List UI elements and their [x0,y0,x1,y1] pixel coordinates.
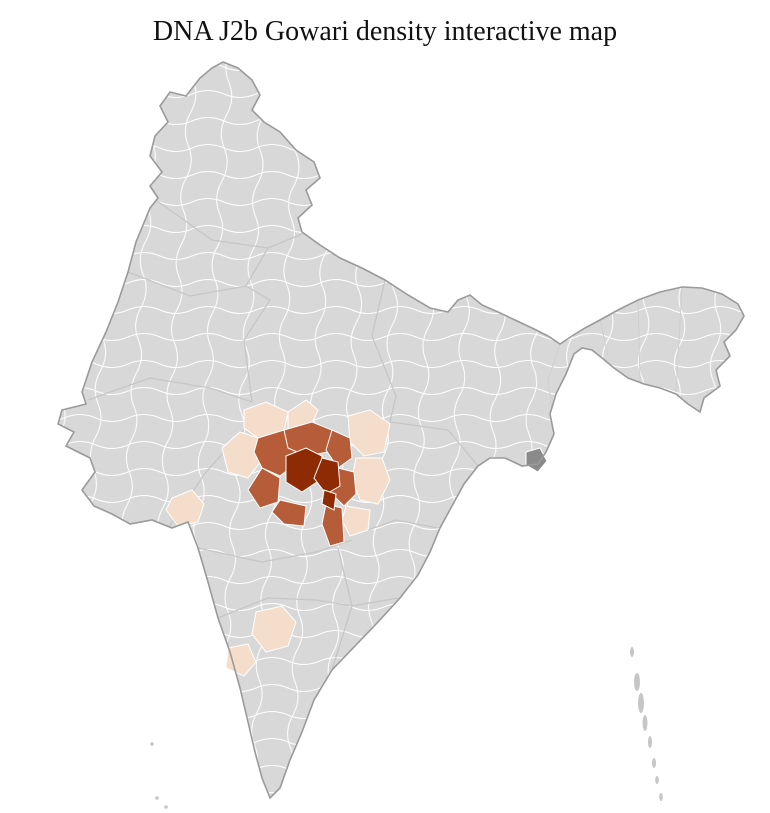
district-region-medium[interactable] [321,503,345,547]
district-region-medium[interactable] [271,499,307,527]
district-region-low[interactable] [251,605,297,653]
district-region-high[interactable] [321,489,337,511]
medium-density-districts [247,421,357,547]
district-region-medium[interactable] [247,467,281,509]
state-borders [87,199,683,671]
gray-highlight-district[interactable] [525,447,548,473]
andaman-nicobar-islands[interactable] [630,647,663,801]
district-region-medium[interactable] [325,429,353,469]
page-title: DNA J2b Gowari density interactive map [153,16,617,47]
district-region-high[interactable] [313,457,341,495]
lakshadweep-islands[interactable] [150,742,168,809]
district-region-low[interactable] [165,489,205,527]
district-region-low[interactable] [225,643,257,677]
high-density-districts [285,447,341,511]
